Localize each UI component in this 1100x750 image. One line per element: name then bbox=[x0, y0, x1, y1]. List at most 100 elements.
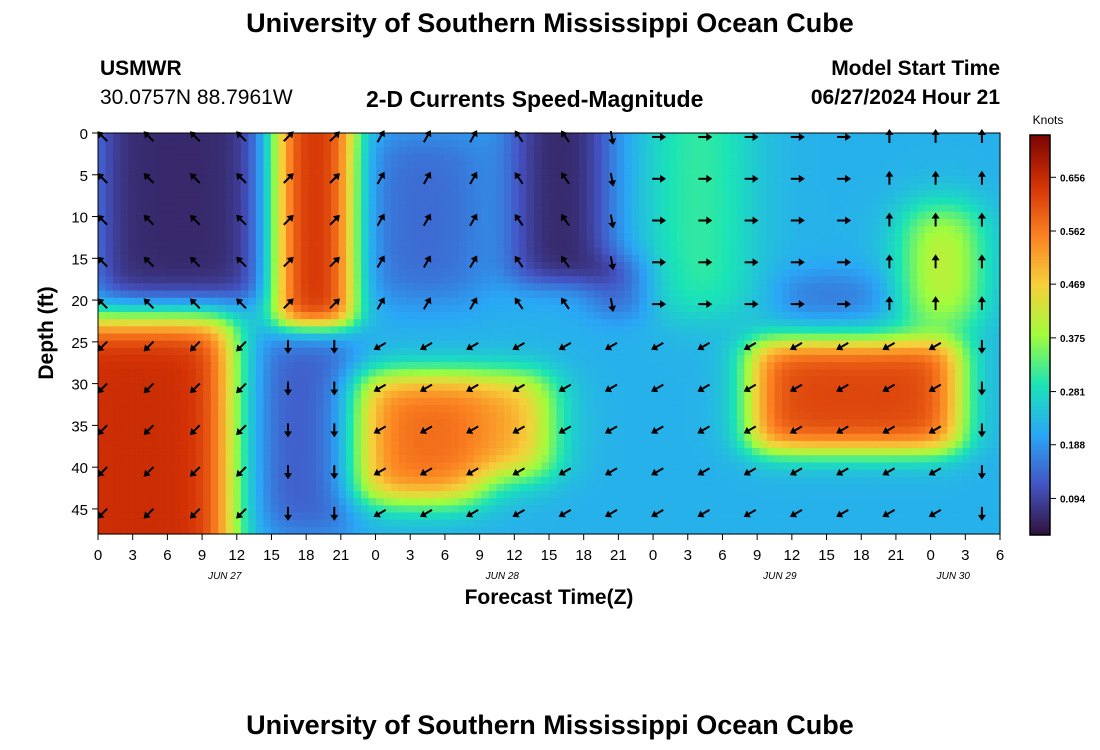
heat-cell bbox=[488, 476, 497, 485]
heat-cell bbox=[466, 440, 475, 449]
heat-cell bbox=[293, 175, 302, 184]
heat-cell bbox=[391, 369, 400, 378]
heat-cell bbox=[361, 476, 370, 485]
heat-cell bbox=[601, 419, 610, 428]
heat-cell bbox=[180, 383, 189, 392]
heat-cell bbox=[338, 469, 347, 478]
heat-cell bbox=[586, 426, 595, 435]
heat-cell bbox=[661, 462, 670, 471]
heat-cell bbox=[143, 261, 152, 270]
heat-cell bbox=[714, 204, 723, 213]
heat-cell bbox=[721, 483, 730, 492]
heat-cell bbox=[361, 197, 370, 206]
heat-cell bbox=[473, 283, 482, 292]
heat-cell bbox=[376, 498, 385, 506]
heat-cell bbox=[293, 483, 302, 492]
heat-cell bbox=[526, 419, 535, 428]
heat-cell bbox=[406, 326, 415, 335]
heat-cell bbox=[255, 254, 264, 263]
heat-cell bbox=[255, 175, 264, 184]
heat-cell bbox=[248, 304, 257, 313]
heat-cell bbox=[180, 240, 189, 249]
heat-cell bbox=[368, 183, 377, 191]
heat-cell bbox=[285, 240, 295, 249]
heat-cell bbox=[556, 254, 565, 263]
heat-cell bbox=[714, 390, 723, 399]
heat-cell bbox=[263, 161, 272, 170]
heat-cell bbox=[714, 462, 723, 471]
heat-cell bbox=[616, 304, 625, 313]
heat-cell bbox=[549, 261, 558, 270]
heat-cell bbox=[481, 175, 490, 184]
heat-cell bbox=[413, 519, 422, 528]
heat-cell bbox=[255, 283, 264, 292]
heat-cell bbox=[714, 304, 723, 313]
heat-cell bbox=[541, 333, 550, 342]
heat-cell bbox=[255, 168, 264, 177]
heat-cell bbox=[691, 190, 700, 199]
heat-cell bbox=[458, 397, 467, 406]
heat-cell bbox=[270, 440, 279, 449]
heat-cell bbox=[203, 333, 212, 342]
heat-cell bbox=[278, 211, 287, 220]
heat-cell bbox=[346, 197, 355, 206]
heat-cell bbox=[120, 183, 129, 191]
heat-cell bbox=[556, 261, 565, 270]
heat-cell bbox=[436, 426, 445, 435]
heat-cell bbox=[676, 369, 685, 378]
heat-cell bbox=[421, 211, 430, 220]
heat-cell bbox=[331, 519, 340, 528]
heat-cell bbox=[451, 354, 460, 363]
heat-cell bbox=[624, 426, 633, 435]
heat-cell bbox=[278, 519, 287, 528]
heat-cell bbox=[579, 405, 588, 413]
heat-cell bbox=[669, 226, 678, 234]
heat-cell bbox=[308, 276, 317, 284]
heat-cell bbox=[436, 433, 445, 442]
heat-cell bbox=[173, 333, 182, 342]
heat-cell bbox=[248, 233, 257, 242]
heat-cell bbox=[150, 519, 159, 528]
heat-cell bbox=[120, 276, 129, 284]
heat-cell bbox=[421, 526, 430, 535]
heat-cell bbox=[436, 455, 445, 463]
heat-cell bbox=[594, 154, 603, 163]
heat-cell bbox=[744, 354, 753, 363]
heat-cell bbox=[488, 505, 497, 514]
heat-cell bbox=[233, 362, 242, 370]
heat-cell bbox=[594, 526, 603, 535]
heat-cell bbox=[451, 269, 460, 277]
heat-cell bbox=[691, 168, 700, 177]
heat-cell bbox=[646, 405, 655, 413]
heat-cell bbox=[631, 376, 640, 385]
heat-cell bbox=[443, 498, 452, 506]
heat-cell bbox=[729, 369, 738, 378]
heat-cell bbox=[736, 390, 746, 399]
heat-cell bbox=[300, 319, 310, 327]
heat-cell bbox=[331, 448, 340, 456]
heat-cell bbox=[391, 476, 400, 485]
heat-cell bbox=[173, 397, 182, 406]
heat-cell bbox=[556, 498, 565, 506]
heat-cell bbox=[759, 140, 768, 148]
heat-cell bbox=[639, 197, 648, 206]
heat-cell bbox=[503, 469, 513, 478]
heat-cell bbox=[481, 476, 490, 485]
heat-cell bbox=[120, 226, 129, 234]
heat-cell bbox=[270, 369, 279, 378]
heat-cell bbox=[646, 448, 655, 456]
heat-cell bbox=[165, 261, 174, 270]
heat-cell bbox=[661, 312, 670, 320]
heat-cell bbox=[669, 462, 678, 471]
heat-cell bbox=[308, 140, 317, 148]
heat-cell bbox=[263, 183, 272, 191]
heat-cell bbox=[443, 276, 452, 284]
heat-cell bbox=[428, 405, 437, 413]
heat-cell bbox=[165, 133, 174, 141]
heat-cell bbox=[406, 440, 415, 449]
heat-cell bbox=[729, 197, 738, 206]
heat-cell bbox=[173, 147, 182, 156]
heat-cell bbox=[240, 405, 249, 413]
heat-cell bbox=[413, 247, 422, 256]
heat-cell bbox=[188, 397, 197, 406]
